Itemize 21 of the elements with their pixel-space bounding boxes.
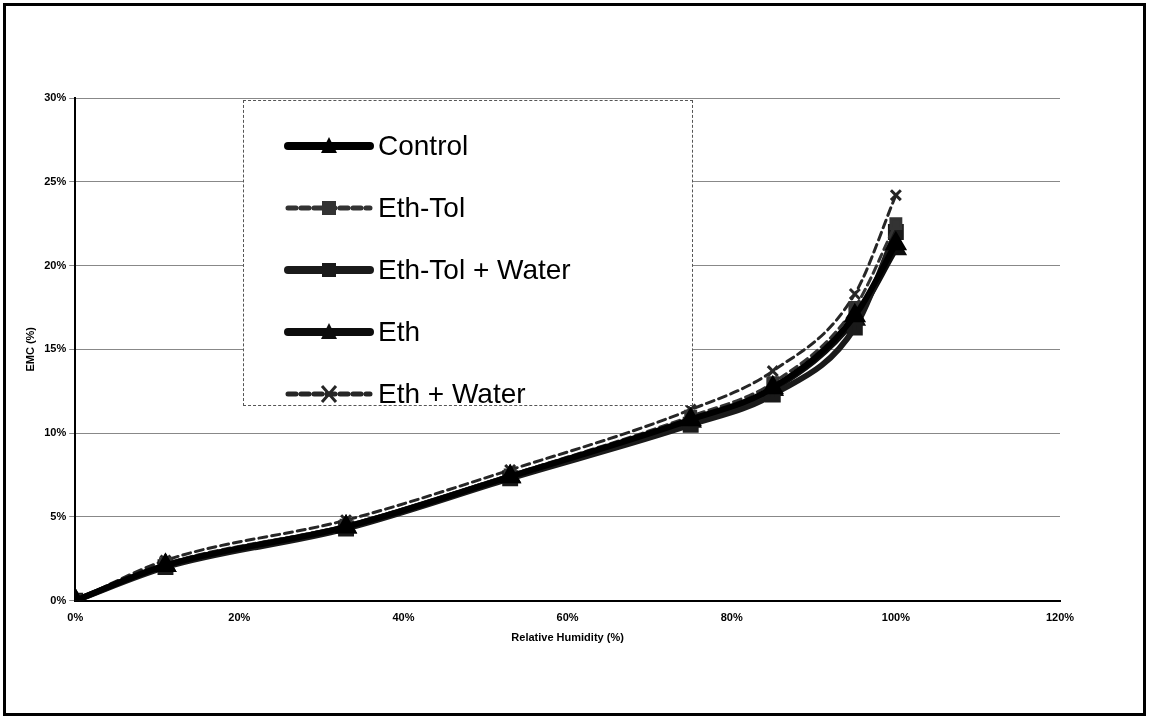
- y-axis-title: EMC (%): [23, 326, 36, 372]
- x-axis-title: Relative Humidity (%): [511, 631, 625, 644]
- legend-label: Eth + Water: [378, 378, 526, 410]
- legend-label: Eth-Tol + Water: [378, 254, 571, 286]
- y-tick-label: 25%: [44, 174, 67, 187]
- y-tick-label: 10%: [44, 426, 67, 439]
- y-tick-label: 20%: [44, 258, 67, 271]
- x-tick-label: 20%: [228, 611, 251, 624]
- y-tick-label: 15%: [44, 342, 67, 355]
- x-tick-label: 40%: [392, 611, 415, 624]
- y-tick-label: 5%: [50, 509, 67, 522]
- x-tick-label: 0%: [67, 611, 84, 624]
- legend-label: Control: [378, 130, 469, 162]
- y-tick-label: 30%: [44, 91, 67, 104]
- x-tick-label: 100%: [881, 611, 911, 624]
- y-tick-label: 0%: [50, 593, 67, 606]
- legend-label: Eth: [378, 316, 421, 348]
- x-tick-label: 120%: [1045, 611, 1075, 624]
- legend-label: Eth-Tol: [378, 192, 466, 224]
- x-tick-label: 80%: [720, 611, 743, 624]
- x-tick-label: 60%: [556, 611, 579, 624]
